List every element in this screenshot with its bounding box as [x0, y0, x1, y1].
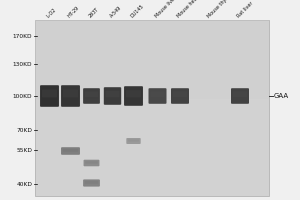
Text: Mouse thymus: Mouse thymus — [206, 0, 236, 19]
FancyBboxPatch shape — [83, 160, 99, 166]
Text: 70KD: 70KD — [16, 128, 32, 132]
FancyBboxPatch shape — [42, 90, 57, 97]
FancyBboxPatch shape — [171, 88, 189, 104]
Text: 100KD: 100KD — [13, 94, 32, 98]
Text: 170KD: 170KD — [13, 33, 32, 38]
FancyBboxPatch shape — [85, 161, 98, 164]
FancyBboxPatch shape — [173, 91, 187, 97]
Text: Mouse liver: Mouse liver — [154, 0, 177, 19]
Bar — [34, 20, 268, 99]
FancyBboxPatch shape — [61, 85, 80, 107]
FancyBboxPatch shape — [150, 91, 165, 97]
FancyBboxPatch shape — [63, 90, 78, 97]
FancyBboxPatch shape — [63, 149, 78, 152]
Text: L-O2: L-O2 — [46, 7, 58, 19]
FancyBboxPatch shape — [61, 147, 80, 155]
FancyBboxPatch shape — [83, 88, 100, 104]
Text: 130KD: 130KD — [13, 62, 32, 66]
FancyBboxPatch shape — [85, 181, 98, 184]
FancyBboxPatch shape — [104, 87, 121, 105]
FancyBboxPatch shape — [83, 179, 100, 187]
FancyBboxPatch shape — [126, 138, 141, 144]
Text: 55KD: 55KD — [16, 148, 32, 152]
Text: 40KD: 40KD — [16, 182, 32, 186]
FancyBboxPatch shape — [233, 91, 247, 97]
FancyBboxPatch shape — [85, 91, 98, 97]
Text: HT-29: HT-29 — [67, 5, 80, 19]
Text: 293T: 293T — [88, 7, 100, 19]
FancyBboxPatch shape — [231, 88, 249, 104]
Text: DU145: DU145 — [130, 4, 145, 19]
FancyBboxPatch shape — [40, 85, 59, 107]
Text: GAA: GAA — [274, 93, 289, 99]
Text: Mouse heart: Mouse heart — [176, 0, 202, 19]
Bar — [34, 20, 268, 196]
FancyBboxPatch shape — [106, 91, 119, 97]
FancyBboxPatch shape — [128, 139, 139, 142]
FancyBboxPatch shape — [124, 86, 143, 106]
FancyBboxPatch shape — [148, 88, 166, 104]
Text: Rat liver: Rat liver — [236, 1, 254, 19]
Text: A-549: A-549 — [109, 5, 123, 19]
FancyBboxPatch shape — [126, 90, 141, 97]
